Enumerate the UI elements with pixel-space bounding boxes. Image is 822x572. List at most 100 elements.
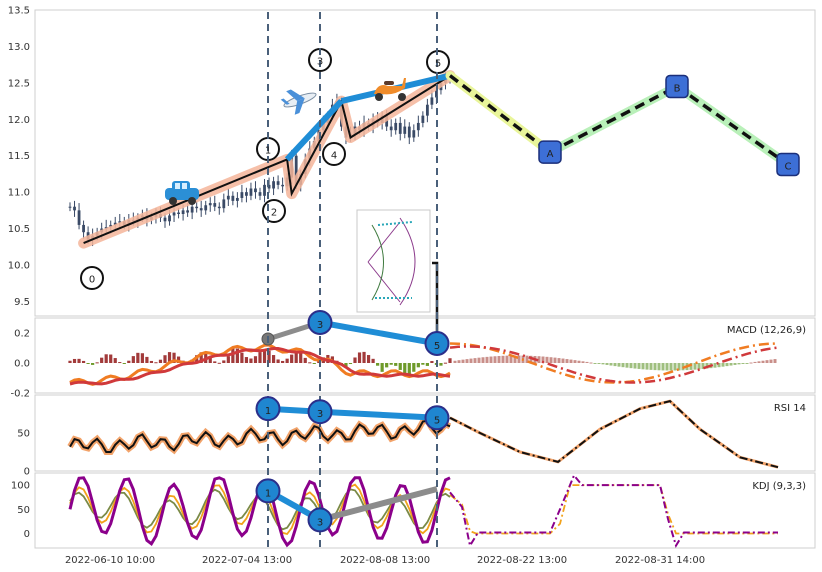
candle-body — [430, 97, 434, 105]
scooter-icon — [374, 78, 406, 101]
label-layer: 9.510.010.511.011.512.012.513.013.5-0.20… — [8, 6, 806, 567]
macd-projected-bar — [621, 363, 625, 368]
macd-histogram-bar — [258, 352, 262, 363]
x-tick-label: 2022-08-08 13:00 — [340, 555, 430, 566]
macd-projected-bar — [469, 358, 473, 363]
candle-body — [73, 206, 76, 211]
macd-histogram-bar — [303, 357, 307, 363]
macd-histogram-bar — [308, 362, 312, 364]
macd-histogram-bar — [344, 363, 348, 367]
macd-line — [69, 343, 451, 386]
macd-marker-circle — [424, 331, 450, 356]
macd-projected-bar — [765, 360, 769, 363]
macd-projected-bar — [569, 359, 573, 363]
macd-histogram-bar — [131, 356, 135, 363]
macd-projected-bar — [697, 363, 701, 370]
candle-body — [240, 192, 244, 198]
candle-body — [190, 206, 194, 213]
candle-body — [186, 210, 190, 213]
macd-histogram-bar — [317, 361, 321, 363]
macd-histogram-bar — [262, 349, 267, 363]
macd-marker-label: 3 — [317, 320, 323, 331]
candle-body — [204, 205, 208, 211]
macd-histogram-bar — [77, 358, 81, 363]
data-layer — [67, 12, 800, 549]
macd-projected-bar — [749, 362, 753, 364]
kdj-marker-label: 3 — [317, 517, 323, 528]
macd-projected-bar — [493, 356, 497, 363]
candle-body — [82, 224, 85, 233]
macd-projected-bar — [761, 360, 765, 363]
macd-histogram-bar — [68, 360, 72, 363]
candle-body — [199, 208, 203, 211]
macd-projected-bar — [721, 363, 725, 367]
macd-projected-bar — [641, 363, 645, 370]
macd-histogram-bar — [140, 353, 144, 363]
macd-projected-bar — [745, 363, 749, 364]
macd-histogram-bar — [299, 353, 303, 363]
candle-body — [208, 203, 212, 206]
macd-projected-bar — [593, 363, 597, 364]
macd-projected-bar — [589, 362, 593, 364]
macd-projected-bar — [561, 358, 565, 363]
candle-body — [168, 215, 171, 222]
macd-histogram-bar — [380, 363, 384, 372]
macd-histogram-bar — [271, 355, 276, 363]
macd-histogram-bar — [136, 352, 140, 363]
inset-frame — [356, 209, 431, 313]
candle-body — [403, 126, 407, 134]
panel-macd — [34, 317, 816, 394]
wave-label: 3 — [317, 57, 323, 68]
car-window — [182, 183, 187, 189]
macd-histogram-bar — [403, 363, 407, 374]
macd-projected-bar — [545, 356, 549, 363]
rsi-projected-line — [449, 399, 779, 469]
candle-body — [195, 206, 199, 209]
macd-projected-bar — [565, 359, 569, 363]
macd-marker-circle — [307, 310, 333, 335]
candle-body — [258, 192, 262, 196]
projection-label: B — [674, 84, 681, 95]
scooter-wheel — [398, 93, 406, 101]
macd-histogram-bar — [226, 356, 230, 363]
macd-histogram-bar — [425, 363, 429, 366]
candle-body — [272, 181, 275, 189]
macd-projected-bar — [673, 363, 677, 371]
kdj-marker-label: 1 — [265, 488, 271, 499]
macd-marker-label: 5 — [434, 341, 440, 352]
main-ytick-label: 12.0 — [8, 115, 30, 126]
macd-projected-bar — [625, 363, 629, 368]
candle-body — [226, 195, 230, 200]
macd-histogram-bar — [154, 362, 158, 364]
macd-projected-bar — [465, 359, 469, 363]
projection-label: C — [785, 161, 792, 172]
macd-projected-bar — [725, 363, 729, 367]
inset-sketch — [375, 221, 413, 299]
macd-projected-bar — [537, 356, 541, 363]
airplane-icon — [280, 89, 317, 115]
macd-histogram-bar — [290, 354, 294, 363]
main-ytick-label: 12.5 — [8, 78, 30, 89]
macd-histogram-bar — [158, 359, 163, 363]
projection-line — [549, 84, 678, 154]
candle-body — [425, 104, 429, 116]
macd-projected-bar — [701, 363, 705, 369]
macd-histogram-bar — [267, 350, 271, 363]
macd-projected-bar — [769, 359, 773, 363]
candle-body — [163, 217, 167, 222]
car-wheel — [169, 197, 177, 205]
rsi-marker-label: 1 — [265, 406, 271, 417]
rsi-marker-label: 5 — [434, 415, 440, 426]
scooter-body — [374, 78, 406, 95]
main-ytick-label: 13.0 — [8, 42, 30, 53]
macd-histogram-bar — [276, 359, 280, 363]
macd-projected-bar — [549, 357, 553, 363]
inset-sketch — [367, 217, 416, 306]
candle-body — [281, 184, 285, 187]
macd-ytick-label: -0.2 — [10, 389, 30, 400]
main-ytick-label: 9.5 — [14, 297, 30, 308]
rsi-marker-circle — [255, 396, 281, 422]
macd-projected-bar — [689, 363, 693, 370]
kdj-grey-connector — [319, 486, 438, 523]
